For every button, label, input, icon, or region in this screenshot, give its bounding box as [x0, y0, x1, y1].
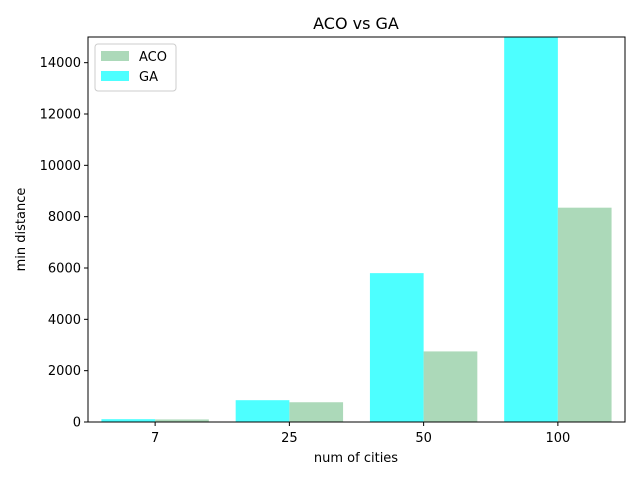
x-tick-label: 7 [151, 431, 159, 446]
y-tick-label: 2000 [48, 364, 81, 379]
legend: ACO GA [94, 43, 177, 92]
bars-group [101, 37, 612, 422]
bar-aco-25 [289, 402, 344, 422]
legend-label-ga: GA [139, 70, 158, 85]
y-tick-label: 0 [73, 416, 81, 431]
bar-aco-50 [423, 351, 478, 422]
bar-ga-25 [235, 400, 290, 422]
x-tick-label: 50 [415, 431, 432, 446]
x-axis: 7 25 50 100 [151, 422, 570, 446]
legend-swatch-aco [101, 51, 129, 61]
x-axis-label: num of cities [314, 451, 398, 466]
y-axis-label: min distance [14, 188, 29, 272]
legend-label-aco: ACO [139, 50, 167, 65]
y-tick-label: 4000 [48, 313, 81, 328]
legend-swatch-ga [101, 71, 129, 81]
bar-ga-50 [369, 273, 424, 422]
plot-frame [87, 36, 626, 423]
x-tick-label: 100 [545, 431, 570, 446]
bar-aco-7 [155, 419, 209, 422]
y-tick-label: 8000 [48, 210, 81, 225]
bar-ga-7 [101, 419, 156, 422]
y-tick-label: 12000 [40, 108, 81, 123]
chart-title: ACO vs GA [313, 14, 399, 33]
x-tick-label: 25 [281, 431, 298, 446]
y-axis: 0 2000 4000 6000 8000 10000 12000 14000 [40, 56, 88, 431]
y-tick-label: 6000 [48, 262, 81, 277]
y-tick-label: 14000 [40, 56, 81, 71]
bar-ga-100 [504, 37, 558, 422]
y-tick-label: 10000 [40, 159, 81, 174]
bar-aco-100 [557, 207, 612, 422]
